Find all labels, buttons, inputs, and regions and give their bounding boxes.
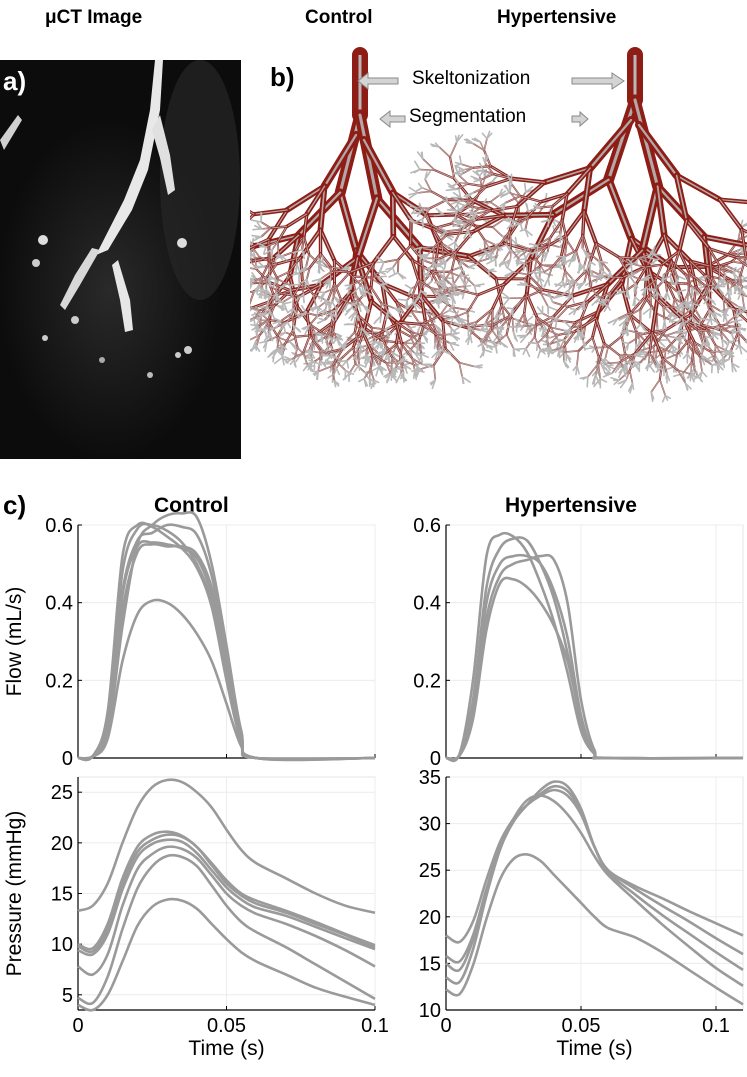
panel-a-letter: a) [3,66,27,96]
pressure-control-ytick-label-1: 10 [51,934,73,956]
panel-c-letter: c) [3,490,27,520]
pressure-control-ytick-label-3: 20 [51,833,73,855]
flow-hypertensive-ytick-label-1: 0.2 [413,670,441,692]
pressure-hypertensive-xlabel: Time (s) [556,1037,632,1060]
pressure-control-series-line-3 [77,838,376,957]
flow-pressure-charts: 0 0.2 0.4 0.6 Flow (mL/s) 0 0.2 0.4 0.6 5 10 15 20 25… [3,510,744,1060]
pressure-hypertensive-series-line-3 [445,794,744,987]
pressure-hypertensive-xtick-label-1: 0.05 [562,1015,601,1037]
pressure-hypertensive-series-line-4 [445,853,744,1006]
pressure-control-series-line-6 [77,897,376,1012]
flow-control-ytick-label-2: 0.4 [45,593,73,615]
panel-b-heading-control: Control [305,7,373,28]
pressure-hypertensive-xtick-label-2: 0.1 [702,1015,730,1037]
micro-ct-rendering [0,60,241,459]
pressure-hypertensive-ytick-label-2: 20 [419,907,441,929]
pressure-control-ytick-label-2: 15 [51,884,73,906]
flow-hypertensive-ytick-label-2: 0.4 [413,593,441,615]
panel-b-letter: b) [270,62,295,92]
flow-hypertensive-ytick-label-3: 0.6 [413,515,441,537]
pressure-control-xtick-label-2: 0.1 [361,1015,389,1037]
panel-c-heading-hypertensive: Hypertensive [505,494,637,517]
pressure-control-xlabel: Time (s) [188,1037,264,1060]
pressure-control-xtick-label-0: 0 [72,1015,83,1037]
flow-control-ytick-label-3: 0.6 [45,515,73,537]
pressure-hypertensive-ytick-label-1: 15 [419,953,441,975]
pressure-hypertensive-ytick-label-4: 30 [419,814,441,836]
annotation-arrows [357,71,625,129]
flow-control-ylabel: Flow (mL/s) [3,587,26,697]
skeletonization-label: Skeltonization [412,68,531,89]
skeleton-arrow-right [571,72,625,90]
flow-control-chart: 0 0.2 0.4 0.6 Flow (mL/s) [3,510,376,770]
pressure-control-ylabel: Pressure (mmHg) [3,811,26,977]
segmentation-label: Segmentation [409,106,527,127]
segmentation-arrow-left [379,109,406,129]
pressure-control-series-line-0 [77,778,376,914]
flow-control-series-line-5 [77,510,376,762]
flow-hypertensive-series-line-4 [445,576,744,761]
flow-control-ytick-label-0: 0 [62,748,73,770]
flow-control-series-line-6 [77,598,376,761]
flow-hypertensive-plot-area [445,524,744,759]
pressure-hypertensive-xtick-label-0: 0 [440,1015,451,1037]
pressure-hypertensive-series-line-0 [445,788,744,944]
panel-c-heading-control: Control [154,494,229,517]
control-vessel-tree [250,47,569,390]
pressure-control-series-line-5 [77,853,376,1006]
pressure-control-ytick-label-0: 5 [62,985,73,1007]
flow-hypertensive-chart: 0 0.2 0.4 0.6 [413,515,744,770]
flow-control-ytick-label-1: 0.2 [45,670,73,692]
skeleton-arrow-left [357,71,399,91]
pressure-hypertensive-ytick-label-5: 35 [419,767,441,789]
pressure-control-series-line-4 [77,845,376,977]
micro-ct-image [0,60,241,459]
pressure-control-ytick-label-4: 25 [51,782,73,804]
pressure-hypertensive-chart: 10 15 20 25 30 35 0 0.05 0.1 Time (s) [419,767,744,1060]
panel-b-heading-hypertensive: Hypertensive [497,7,617,28]
pressure-hypertensive-ytick-label-3: 25 [419,860,441,882]
pressure-control-chart: 5 10 15 20 25 0 0.05 0.1 Time (s) Pressure (mmHg) [3,776,389,1060]
pressure-control-xtick-label-1: 0.05 [207,1015,246,1037]
vessel-tree-rendering [250,47,747,403]
panel-a-heading: μCT Image [45,7,143,28]
pressure-control-series-line-2 [77,833,376,954]
hypertensive-vessel-tree [406,47,747,403]
segmentation-arrow-right [571,110,589,128]
pressure-hypertensive-ytick-label-0: 10 [419,1000,441,1022]
flow-hypertensive-ytick-label-0: 0 [430,748,441,770]
